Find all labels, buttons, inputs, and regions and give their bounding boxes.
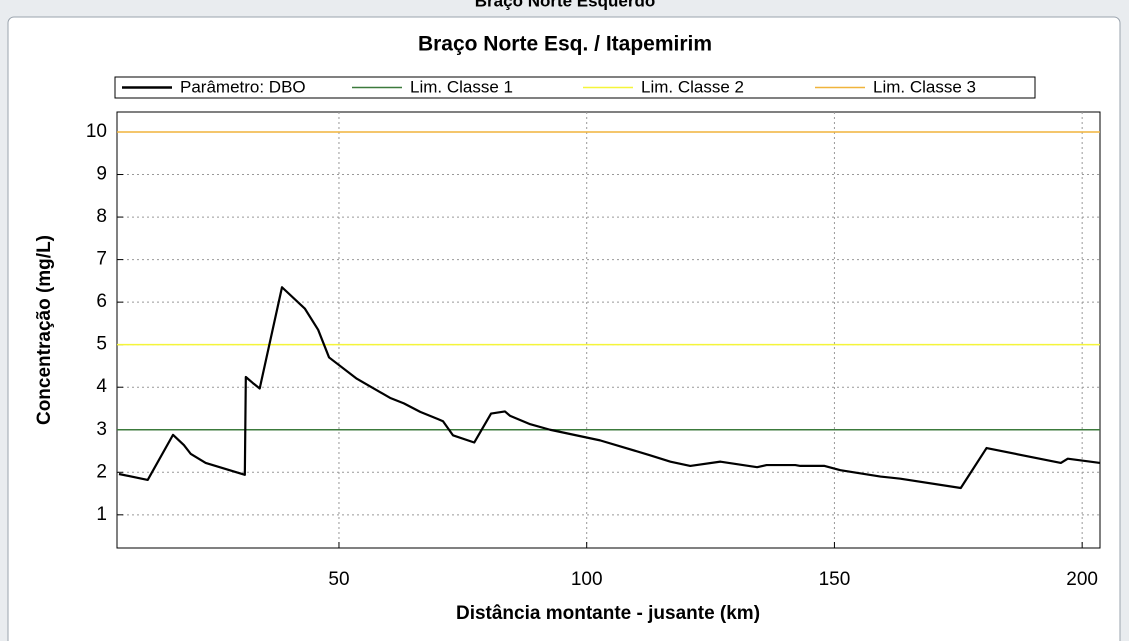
x-tick-label: 100 — [571, 569, 603, 590]
legend-label: Lim. Classe 3 — [873, 77, 976, 96]
y-tick-label: 5 — [96, 334, 107, 355]
y-tick-label: 4 — [96, 376, 107, 397]
y-tick-label: 7 — [96, 249, 107, 270]
y-tick-label: 9 — [96, 164, 107, 185]
window-title: Braço Norte Esquerdo — [475, 0, 655, 10]
y-tick-label: 8 — [96, 206, 107, 227]
x-axis-label: Distância montante - jusante (km) — [456, 603, 760, 624]
y-tick-label: 10 — [86, 121, 107, 142]
x-tick-label: 150 — [819, 569, 851, 590]
y-tick-label: 1 — [96, 504, 107, 525]
legend — [114, 76, 1036, 99]
y-tick-label: 6 — [96, 291, 107, 312]
y-tick-label: 2 — [96, 461, 107, 482]
plot-area — [116, 111, 1101, 549]
y-tick-label: 3 — [96, 419, 107, 440]
legend-label: Lim. Classe 1 — [410, 77, 513, 96]
legend-label: Parâmetro: DBO — [180, 77, 306, 96]
x-tick-label: 50 — [328, 569, 349, 590]
chart-title: Braço Norte Esq. / Itapemirim — [418, 33, 712, 56]
legend-label: Lim. Classe 2 — [641, 77, 744, 96]
data-line — [118, 286, 1101, 490]
x-tick-label: 200 — [1066, 569, 1098, 590]
y-axis-label: Concentração (mg/L) — [34, 235, 55, 425]
